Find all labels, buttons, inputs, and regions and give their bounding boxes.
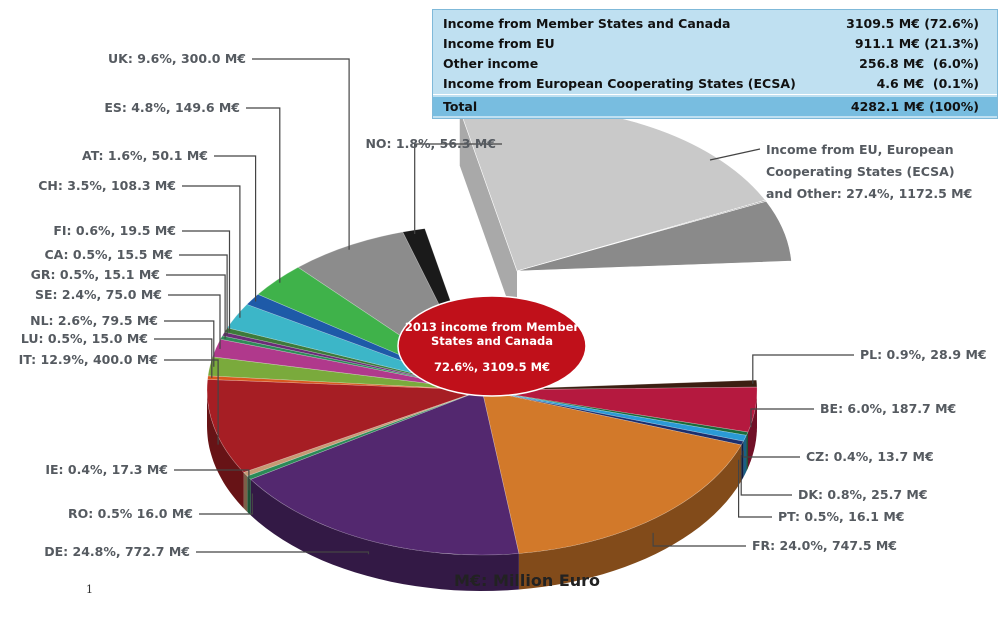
- summary-row: Other income 256.8 M€ (6.0%): [443, 54, 979, 73]
- leader-be: [750, 408, 814, 428]
- slice-label-fi: FI: 0.6%, 19.5 M€: [53, 223, 176, 238]
- leader-uk: [252, 58, 350, 250]
- exploded-slice-other: [516, 200, 792, 272]
- summary-value: 3109.5 M€ (72.6%): [846, 16, 979, 31]
- leader-ca: [179, 254, 228, 336]
- leader-at: [214, 155, 257, 302]
- summary-value: 4.6 M€ (0.1%): [876, 76, 979, 91]
- pie-slice-dk: [481, 389, 747, 442]
- slice-label-es: ES: 4.8%, 149.6 M€: [104, 100, 240, 115]
- page-number: 1: [86, 583, 93, 596]
- leader-pl: [752, 354, 854, 384]
- summary-row: Income from Member States and Canada 310…: [443, 14, 979, 33]
- leader-lu: [154, 338, 213, 378]
- exploded-label-line1: Income from EU, European: [766, 142, 954, 157]
- exploded-label-line3: and Other: 27.4%, 1172.5 M€: [766, 186, 972, 201]
- leader-fr: [652, 532, 746, 547]
- leader-ie: [174, 469, 250, 491]
- summary-total-label: Total: [443, 99, 478, 114]
- pie-slice-fr: [481, 389, 742, 554]
- leader-fi: [182, 230, 231, 332]
- leader-it: [164, 359, 219, 445]
- slice-labels: PL: 0.9%, 28.9 M€ BE: 6.0%, 187.7 M€ CZ: 0…: [19, 51, 987, 559]
- center-label-line2: States and Canada: [431, 334, 553, 348]
- pie-side-cz: [746, 432, 748, 472]
- summary-row: Income from EU 911.1 M€ (21.3%): [443, 34, 979, 53]
- pie-slice-ie: [243, 389, 483, 477]
- pie-side-de: [250, 479, 519, 591]
- leader-pt: [737, 459, 772, 518]
- leader-gr: [166, 274, 226, 339]
- leader-cz: [742, 450, 800, 458]
- pie-slice-de: [250, 389, 520, 556]
- summary-label: Income from Member States and Canada: [443, 16, 731, 31]
- exploded-label-line2: Cooperating States (ECSA): [766, 164, 955, 179]
- slice-label-se: SE: 2.4%, 75.0 M€: [35, 287, 162, 302]
- center-badge: 2013 income from Member States and Canad…: [397, 295, 587, 397]
- leader-es: [246, 107, 281, 283]
- slice-label-pt: PT: 0.5%, 16.1 M€: [778, 509, 904, 524]
- slice-label-de: DE: 24.8%, 772.7 M€: [44, 544, 190, 559]
- leader-ch: [182, 185, 241, 318]
- leader-ro: [199, 493, 253, 515]
- slice-label-uk: UK: 9.6%, 300.0 M€: [108, 51, 246, 66]
- slice-label-nl: NL: 2.6%, 79.5 M€: [30, 313, 158, 328]
- leader-se: [168, 294, 221, 349]
- pie-slice-pt: [481, 389, 744, 446]
- slice-label-pl: PL: 0.9%, 28.9 M€: [860, 347, 987, 362]
- pie-side-ie: [243, 472, 248, 512]
- summary-label: Income from EU: [443, 36, 555, 51]
- label-leader-lines: [154, 58, 854, 555]
- exploded-face-start: [459, 109, 517, 327]
- pie-slice-it: [206, 379, 483, 473]
- slice-label-at: AT: 1.6%, 50.1 M€: [82, 148, 208, 163]
- summary-total-row: Total 4282.1 M€ (100%): [433, 97, 997, 116]
- unit-note: M€: Million Euro: [454, 571, 601, 590]
- pie-side-it: [207, 390, 244, 509]
- pie-slice-nl: [207, 356, 483, 391]
- pie-top-slices: [206, 228, 758, 556]
- center-label-line1: 2013 income from Member: [405, 320, 579, 334]
- slice-label-no: NO: 1.8%, 56.3 M€: [365, 136, 496, 151]
- summary-table: Income from Member States and Canada 310…: [432, 9, 998, 119]
- pie-side-dk: [743, 435, 747, 478]
- slice-label-ro: RO: 0.5% 16.0 M€: [68, 506, 193, 521]
- pie-slice-pl: [481, 379, 758, 391]
- slice-label-fr: FR: 24.0%, 747.5 M€: [752, 538, 897, 553]
- summary-value: 256.8 M€ (6.0%): [859, 56, 979, 71]
- slice-label-gr: GR: 0.5%, 15.1 M€: [31, 267, 160, 282]
- pie-side-fr: [518, 444, 742, 590]
- pie-side-be: [747, 390, 757, 469]
- center-label-line3: 72.6%, 3109.5 M€: [434, 360, 550, 374]
- summary-divider: [433, 94, 997, 95]
- pie-slice-be: [481, 386, 758, 433]
- summary-label: Other income: [443, 56, 539, 71]
- slice-label-be: BE: 6.0%, 187.7 M€: [820, 401, 956, 416]
- slice-label-cz: CZ: 0.4%, 13.7 M€: [806, 449, 934, 464]
- summary-row: Income from European Cooperating States …: [443, 74, 979, 93]
- exploded-segment-label: Income from EU, European Cooperating Sta…: [709, 142, 972, 201]
- slice-label-ch: CH: 3.5%, 108.3 M€: [38, 178, 176, 193]
- summary-total-value: 4282.1 M€ (100%): [850, 99, 979, 114]
- exploded-leader-line: [709, 148, 761, 161]
- summary-label: Income from European Cooperating States …: [443, 76, 796, 91]
- pie-side-ro: [247, 476, 251, 516]
- center-ellipse: [397, 295, 587, 397]
- pie-slice-lu: [207, 375, 483, 391]
- slice-label-ie: IE: 0.4%, 17.3 M€: [45, 462, 168, 477]
- leader-no: [414, 143, 502, 234]
- leader-de: [196, 551, 370, 555]
- leader-nl: [164, 320, 215, 367]
- leader-dk: [740, 455, 792, 496]
- summary-value: 911.1 M€ (21.3%): [854, 36, 979, 51]
- pie-slice-cz: [481, 389, 749, 436]
- slice-label-ca: CA: 0.5%, 15.5 M€: [44, 247, 173, 262]
- slice-label-it: IT: 12.9%, 400.0 M€: [19, 352, 158, 367]
- exploded-pie-segment: [459, 105, 792, 327]
- slice-label-dk: DK: 0.8%, 25.7 M€: [798, 487, 928, 502]
- slice-label-lu: LU: 0.5%, 15.0 M€: [21, 331, 148, 346]
